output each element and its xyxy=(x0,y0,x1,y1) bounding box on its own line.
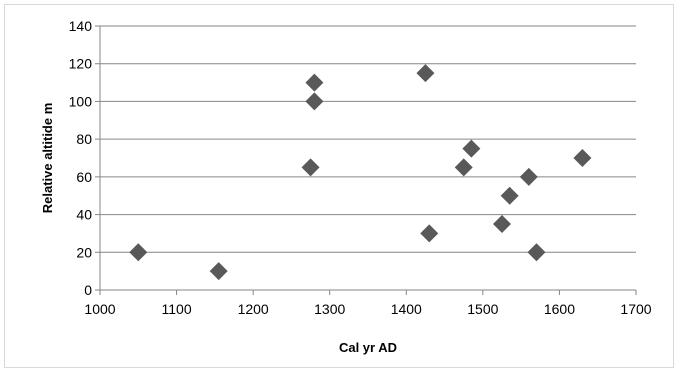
data-point xyxy=(420,224,439,243)
x-tick-label: 1200 xyxy=(238,301,269,317)
x-axis-title: Cal yr AD xyxy=(339,340,397,355)
x-tick-label: 1400 xyxy=(391,301,422,317)
chart-frame xyxy=(4,4,674,368)
x-tick-label: 1500 xyxy=(467,301,498,317)
y-tick-label: 80 xyxy=(76,131,92,147)
data-point xyxy=(416,64,435,83)
x-tick-label: 1000 xyxy=(84,301,115,317)
data-point xyxy=(301,158,320,177)
data-point xyxy=(305,92,324,111)
data-points xyxy=(129,64,592,281)
y-tick-label: 60 xyxy=(76,169,92,185)
data-point xyxy=(462,139,481,158)
data-point xyxy=(454,158,473,177)
y-tick-label: 40 xyxy=(76,207,92,223)
x-tick-label: 1600 xyxy=(544,301,575,317)
y-tick-label: 100 xyxy=(69,93,93,109)
data-point xyxy=(129,243,148,262)
y-tick-label: 140 xyxy=(69,18,93,34)
x-tick-label: 1300 xyxy=(314,301,345,317)
x-tick-labels: 1000 1100 1200 1300 1400 1500 1600 1700 xyxy=(84,301,651,317)
gridlines xyxy=(100,25,636,253)
data-point xyxy=(305,73,324,92)
data-point xyxy=(573,149,592,167)
data-point xyxy=(500,186,519,205)
x-tick-label: 1100 xyxy=(162,301,192,317)
axes xyxy=(95,25,637,295)
data-point xyxy=(527,243,546,262)
y-tick-label: 120 xyxy=(69,56,93,72)
data-point xyxy=(493,215,511,233)
y-tick-labels: 0 20 40 60 80 100 120 140 xyxy=(69,18,93,298)
data-point xyxy=(209,262,228,281)
y-axis-title: Relative altitide m xyxy=(40,103,55,214)
y-tick-label: 0 xyxy=(84,282,92,298)
y-tick-label: 20 xyxy=(76,244,92,260)
x-tick-label: 1700 xyxy=(620,301,651,317)
data-point xyxy=(519,167,538,186)
